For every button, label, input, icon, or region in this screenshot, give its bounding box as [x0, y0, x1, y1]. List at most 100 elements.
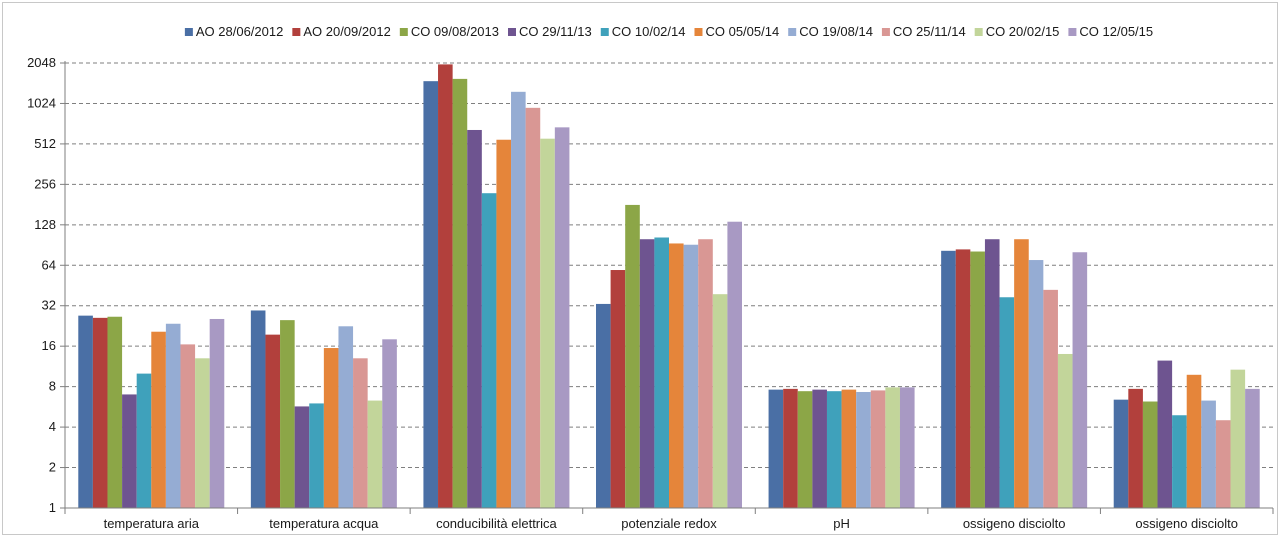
bar — [151, 331, 166, 508]
bar — [180, 344, 196, 508]
bar — [423, 81, 439, 509]
bar — [1245, 388, 1260, 508]
bar — [999, 297, 1015, 508]
bar — [1142, 401, 1158, 508]
bar — [280, 320, 295, 508]
bar — [136, 373, 152, 508]
bar — [481, 193, 497, 509]
bar — [1028, 260, 1044, 508]
x-category-label: temperatura acqua — [269, 516, 379, 531]
x-category-label: temperatura aria — [104, 516, 200, 531]
y-tick-label: 2048 — [27, 55, 56, 70]
bar — [92, 317, 108, 508]
legend-label: CO 10/02/14 — [612, 24, 686, 39]
y-tick-label: 16 — [42, 338, 56, 353]
bar — [554, 127, 570, 509]
bar — [1215, 420, 1231, 508]
x-category-label: conducibilità elettrica — [436, 516, 557, 531]
legend-item: AO 28/06/2012 — [184, 24, 283, 39]
bar — [122, 394, 137, 508]
bar — [768, 389, 784, 508]
bar — [265, 334, 281, 508]
bar — [899, 387, 915, 508]
x-category-label: pH — [833, 516, 850, 531]
legend-item: AO 20/09/2012 — [292, 24, 391, 39]
bar — [1230, 369, 1246, 508]
legend-swatch — [508, 28, 516, 36]
y-tick-label: 128 — [34, 217, 56, 232]
bar — [209, 318, 225, 508]
legend-label: CO 29/11/13 — [519, 24, 592, 39]
legend-swatch — [974, 28, 983, 36]
bar — [338, 326, 354, 508]
y-tick-label: 8 — [49, 379, 56, 394]
legend-label: AO 28/06/2012 — [196, 24, 283, 39]
bar — [438, 64, 453, 508]
bar — [856, 391, 871, 508]
legend-label: CO 19/08/14 — [799, 24, 873, 39]
legend-label: AO 20/09/2012 — [303, 24, 390, 39]
bar — [639, 239, 655, 508]
axes — [64, 61, 1274, 514]
bar — [885, 387, 900, 508]
bar — [698, 239, 713, 508]
bar — [353, 358, 368, 508]
bar — [1157, 360, 1173, 508]
bar-chart: AO 28/06/2012 AO 20/09/2012 CO 09/08/2013 C… — [27, 24, 1274, 531]
legend-label: CO 12/05/15 — [1079, 24, 1153, 39]
legend-swatch — [184, 28, 193, 36]
bar — [382, 339, 397, 508]
bar — [294, 406, 310, 508]
x-category-label: ossigeno disciolto — [963, 516, 1066, 531]
bar — [496, 139, 512, 508]
bar — [596, 303, 611, 508]
bar — [195, 358, 210, 508]
bar — [712, 294, 728, 508]
legend-label: CO 20/02/15 — [986, 24, 1060, 39]
legend-item: CO 29/11/13 — [508, 24, 592, 39]
bar — [323, 348, 339, 508]
bar — [250, 310, 266, 508]
bar — [525, 107, 541, 508]
y-tick-label: 2 — [49, 460, 56, 475]
legend-item: CO 12/05/15 — [1068, 24, 1153, 39]
legend-item: CO 25/11/14 — [881, 24, 966, 39]
bar — [870, 390, 886, 508]
bar — [467, 129, 482, 508]
legend-swatch — [788, 28, 797, 36]
bar — [727, 221, 742, 509]
bar — [107, 316, 123, 508]
x-category-label: ossigeno disciolto — [1135, 516, 1238, 531]
legend-label: CO 09/08/2013 — [411, 24, 499, 39]
bar — [826, 391, 842, 508]
bar — [610, 270, 626, 508]
bars — [78, 64, 1260, 509]
y-tick-label: 256 — [34, 176, 56, 191]
y-tick-label: 512 — [34, 136, 56, 151]
bar — [812, 389, 827, 508]
legend-item: CO 19/08/14 — [788, 24, 873, 39]
legend-label: CO 05/05/14 — [705, 24, 779, 39]
legend-swatch — [694, 28, 703, 36]
bar — [984, 239, 1000, 508]
legend-item: CO 20/02/15 — [974, 24, 1060, 39]
bar — [309, 403, 324, 508]
bar — [783, 388, 798, 508]
y-tick-label: 1024 — [27, 95, 56, 110]
bar — [1057, 353, 1073, 508]
bar — [955, 249, 971, 508]
x-axis-category-labels: temperatura aria temperatura acqua conduci… — [104, 516, 1238, 531]
bar — [1072, 252, 1088, 508]
bar — [511, 91, 526, 508]
y-axis-ticks: 1 2 4 8 16 32 64 128 256 512 1024 2048 — [27, 55, 65, 515]
bar — [165, 323, 181, 508]
chart-legend: AO 28/06/2012 AO 20/09/2012 CO 09/08/2013 C… — [184, 24, 1153, 39]
bar — [654, 237, 669, 508]
y-tick-label: 32 — [42, 298, 56, 313]
y-tick-label: 4 — [49, 419, 56, 434]
bar — [1186, 374, 1202, 508]
bar — [970, 251, 985, 509]
bar — [625, 204, 640, 509]
y-tick-label: 1 — [49, 500, 56, 515]
